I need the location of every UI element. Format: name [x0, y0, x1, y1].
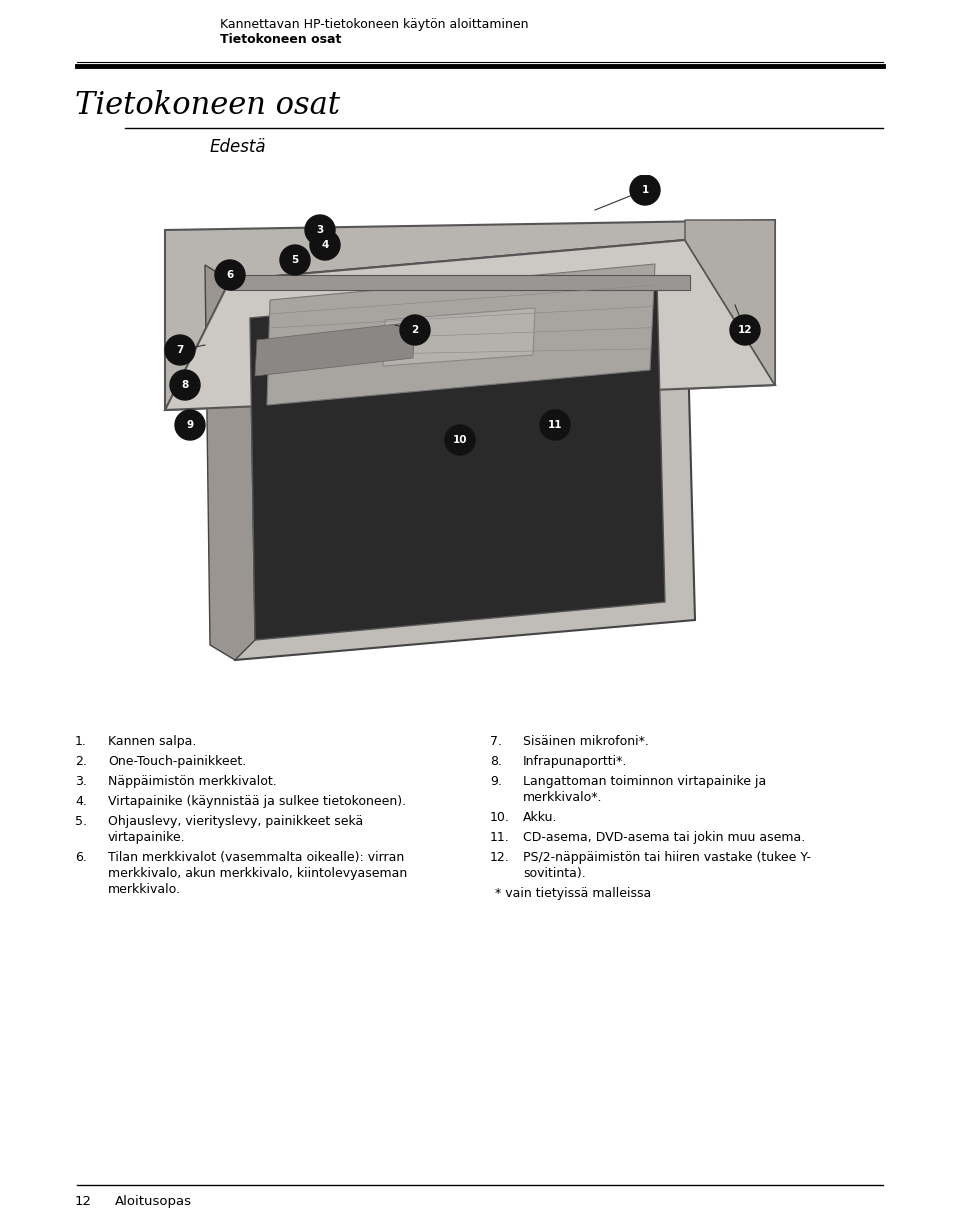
Text: 10: 10 — [453, 435, 468, 445]
Text: CD-asema, DVD-asema tai jokin muu asema.: CD-asema, DVD-asema tai jokin muu asema. — [523, 831, 805, 844]
Text: merkkivalo*.: merkkivalo*. — [523, 791, 603, 804]
Text: Näppäimistön merkkivalot.: Näppäimistön merkkivalot. — [108, 775, 276, 788]
Polygon shape — [165, 240, 775, 410]
Circle shape — [630, 175, 660, 205]
Text: 3.: 3. — [75, 775, 86, 788]
Text: Ohjauslevy, vierityslevy, painikkeet sekä: Ohjauslevy, vierityslevy, painikkeet sek… — [108, 815, 363, 828]
Text: PS/2-näppäimistön tai hiiren vastake (tukee Y-: PS/2-näppäimistön tai hiiren vastake (tu… — [523, 851, 811, 864]
Circle shape — [175, 410, 205, 440]
Text: 4.: 4. — [75, 795, 86, 808]
Text: 7: 7 — [177, 345, 183, 355]
Text: 3: 3 — [317, 225, 324, 235]
Circle shape — [165, 334, 195, 365]
Polygon shape — [383, 307, 535, 366]
Text: Akku.: Akku. — [523, 811, 558, 824]
Polygon shape — [685, 220, 775, 385]
Polygon shape — [267, 265, 655, 405]
Circle shape — [170, 370, 200, 401]
Circle shape — [400, 315, 430, 345]
Polygon shape — [255, 322, 415, 376]
Text: Edestä: Edestä — [210, 138, 267, 156]
Text: 5.: 5. — [75, 815, 87, 828]
Circle shape — [280, 245, 310, 274]
Text: 1: 1 — [641, 185, 649, 195]
Text: 2.: 2. — [75, 755, 86, 768]
Text: 6: 6 — [227, 270, 233, 281]
Circle shape — [445, 425, 475, 454]
Text: 11: 11 — [548, 420, 563, 430]
Text: sovitinta).: sovitinta). — [523, 867, 586, 880]
Text: Langattoman toiminnon virtapainike ja: Langattoman toiminnon virtapainike ja — [523, 775, 766, 788]
Text: 8.: 8. — [490, 755, 502, 768]
Text: 5: 5 — [292, 255, 299, 265]
Text: Virtapainike (käynnistää ja sulkee tietokoneen).: Virtapainike (käynnistää ja sulkee tieto… — [108, 795, 406, 808]
Text: merkkivalo, akun merkkivalo, kiintolevyaseman: merkkivalo, akun merkkivalo, kiintolevya… — [108, 867, 407, 880]
Text: 12: 12 — [737, 325, 753, 334]
Text: 1.: 1. — [75, 735, 86, 748]
Text: 9: 9 — [186, 420, 194, 430]
Text: Kannen salpa.: Kannen salpa. — [108, 735, 197, 748]
Circle shape — [215, 260, 245, 290]
Text: * vain tietyissä malleissa: * vain tietyissä malleissa — [495, 887, 651, 900]
Text: Tilan merkkivalot (vasemmalta oikealle): virran: Tilan merkkivalot (vasemmalta oikealle):… — [108, 851, 404, 864]
Text: 10.: 10. — [490, 811, 510, 824]
Text: 12: 12 — [75, 1196, 92, 1208]
Text: 6.: 6. — [75, 851, 86, 864]
Polygon shape — [230, 240, 695, 660]
Text: Tietokoneen osat: Tietokoneen osat — [220, 33, 342, 47]
Text: 7.: 7. — [490, 735, 502, 748]
Polygon shape — [205, 265, 255, 660]
Circle shape — [310, 230, 340, 260]
Text: 9.: 9. — [490, 775, 502, 788]
Text: virtapainike.: virtapainike. — [108, 831, 185, 844]
Circle shape — [305, 216, 335, 245]
Text: Sisäinen mikrofoni*.: Sisäinen mikrofoni*. — [523, 735, 649, 748]
Circle shape — [540, 410, 570, 440]
Circle shape — [730, 315, 760, 345]
Text: Kannettavan HP-tietokoneen käytön aloittaminen: Kannettavan HP-tietokoneen käytön aloitt… — [220, 18, 529, 31]
FancyBboxPatch shape — [230, 274, 690, 290]
Text: 2: 2 — [412, 325, 419, 334]
Text: One-Touch-painikkeet.: One-Touch-painikkeet. — [108, 755, 247, 768]
Text: Infrapunaportti*.: Infrapunaportti*. — [523, 755, 628, 768]
Text: Aloitusopas: Aloitusopas — [115, 1196, 192, 1208]
Text: 8: 8 — [181, 380, 188, 390]
Text: Tietokoneen osat: Tietokoneen osat — [75, 89, 340, 121]
Polygon shape — [250, 281, 665, 639]
Polygon shape — [165, 220, 775, 410]
Text: 12.: 12. — [490, 851, 510, 864]
Text: 4: 4 — [322, 240, 328, 250]
Text: merkkivalo.: merkkivalo. — [108, 883, 181, 895]
Text: 11.: 11. — [490, 831, 510, 844]
